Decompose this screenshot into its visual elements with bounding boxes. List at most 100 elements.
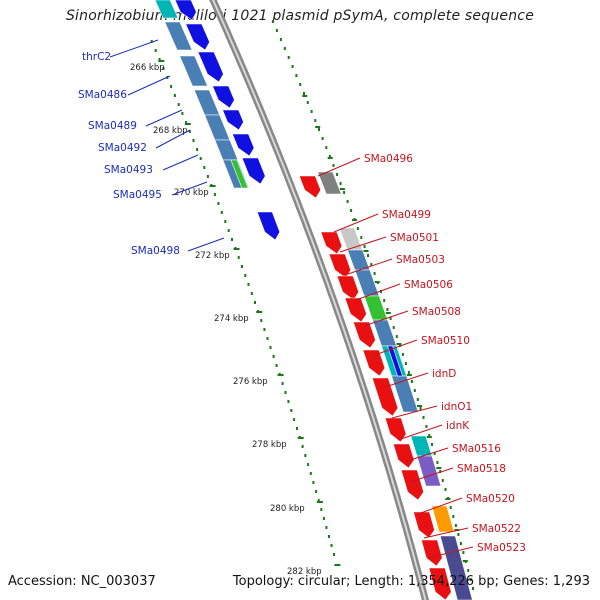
- gc-dot: [284, 391, 287, 394]
- gc-dot: [154, 49, 157, 52]
- leader-line: [155, 129, 191, 149]
- gc-dot: [472, 587, 474, 590]
- leader-line: [371, 339, 418, 357]
- gene-label[interactable]: SMa0493: [104, 164, 153, 176]
- cog-bar: [372, 319, 397, 347]
- forward-gene-arrow: [185, 23, 210, 51]
- cog-bar: [410, 435, 433, 457]
- gc-dot: [325, 146, 328, 149]
- plasmid-backbone: [209, 0, 430, 600]
- tick-mark: [339, 188, 345, 190]
- gc-dot: [227, 229, 230, 232]
- gc-dot: [196, 148, 199, 151]
- forward-gene-arrow: [256, 211, 281, 241]
- tick-label: 274 kbp: [214, 314, 249, 324]
- leader-line: [363, 310, 409, 327]
- forward-gene-arrow: [241, 157, 266, 185]
- cog-bar: [230, 159, 249, 189]
- tick-mark: [297, 437, 304, 439]
- accession-text: Accession: NC_003037: [8, 574, 156, 589]
- tick-label: 282 kbp: [287, 567, 322, 577]
- gene-label[interactable]: thrC2: [82, 51, 111, 63]
- gc-dot: [332, 164, 335, 167]
- reverse-gene-arrow: [400, 469, 424, 501]
- gc-dot: [410, 380, 413, 383]
- gc-dot: [250, 292, 253, 295]
- cog-bar: [347, 249, 371, 271]
- gene-label[interactable]: SMa0489: [88, 120, 137, 132]
- gc-dot: [244, 274, 247, 277]
- leader-line: [417, 497, 463, 515]
- gene-features: [154, 0, 473, 600]
- gene-label[interactable]: SMa0501: [390, 232, 439, 244]
- gene-label[interactable]: SMa0495: [113, 189, 162, 201]
- gc-dot: [275, 364, 278, 367]
- gc-dot: [373, 272, 376, 275]
- gc-dot: [283, 47, 286, 50]
- gc-dot: [192, 139, 195, 142]
- gc-dot: [383, 299, 386, 302]
- gc-dot: [303, 92, 305, 95]
- gene-label[interactable]: SMa0520: [466, 493, 515, 505]
- gene-label[interactable]: idnO1: [441, 401, 472, 413]
- gene-label[interactable]: SMa0506: [404, 279, 453, 291]
- gene-label[interactable]: idnD: [432, 368, 456, 380]
- gc-dot: [290, 409, 293, 412]
- gene-label[interactable]: idnK: [446, 420, 470, 432]
- reverse-gene-arrow: [336, 275, 360, 301]
- gene-label[interactable]: SMa0492: [98, 142, 147, 154]
- gene-label[interactable]: SMa0516: [452, 443, 501, 455]
- gc-dot: [467, 569, 470, 572]
- gc-dot: [314, 119, 317, 122]
- gc-dot: [413, 389, 416, 392]
- leader-line: [423, 527, 469, 539]
- gc-dot: [309, 472, 312, 475]
- right-gene-labels: SMa0496 SMa0499 SMa0501 SMa0503 SMa0506 …: [364, 153, 526, 554]
- leader-line: [403, 447, 449, 463]
- gene-label[interactable]: SMa0496: [364, 153, 413, 165]
- reverse-gene-arrow: [344, 297, 367, 323]
- gene-label[interactable]: SMa0518: [457, 463, 506, 475]
- gc-dot: [177, 103, 180, 106]
- gene-label[interactable]: SMa0503: [396, 254, 445, 266]
- gc-dot: [272, 355, 275, 358]
- reverse-gene-arrow: [362, 349, 386, 377]
- gene-label[interactable]: SMa0522: [472, 523, 521, 535]
- gene-label[interactable]: SMa0510: [421, 335, 470, 347]
- gc-dot: [301, 445, 304, 448]
- tick-mark: [445, 498, 451, 500]
- gene-label[interactable]: SMa0486: [78, 89, 127, 101]
- gc-dot: [220, 211, 223, 214]
- leader-line: [333, 213, 379, 233]
- cog-bar: [387, 345, 403, 377]
- gene-label[interactable]: SMa0523: [477, 542, 526, 554]
- gc-dot: [310, 110, 313, 113]
- reverse-gene-arrow: [328, 253, 352, 279]
- gc-dot: [322, 517, 325, 520]
- gene-label[interactable]: SMa0498: [131, 245, 180, 257]
- gene-label[interactable]: SMa0508: [412, 306, 461, 318]
- gc-dot: [213, 193, 216, 196]
- cog-bar: [154, 0, 179, 19]
- tick-mark: [351, 219, 357, 221]
- gc-dot: [360, 236, 363, 239]
- gc-dot: [287, 56, 290, 59]
- tick-mark: [315, 126, 321, 128]
- leader-line: [355, 283, 401, 301]
- cog-bar: [439, 535, 473, 600]
- gene-label[interactable]: SMa0499: [382, 209, 431, 221]
- tick-label: 280 kbp: [270, 504, 305, 514]
- gc-dot: [162, 67, 165, 70]
- gc-dot: [317, 499, 320, 502]
- leader-line: [317, 157, 361, 177]
- reverse-gene-arrow: [298, 175, 322, 199]
- gc-dot: [269, 346, 272, 349]
- gc-dot: [217, 202, 220, 205]
- leader-line: [145, 109, 183, 127]
- tick-mark: [334, 564, 341, 566]
- forward-gene-arrow: [222, 109, 244, 131]
- gc-dot: [367, 254, 369, 257]
- gc-dot: [173, 94, 176, 97]
- tick-mark: [277, 374, 284, 376]
